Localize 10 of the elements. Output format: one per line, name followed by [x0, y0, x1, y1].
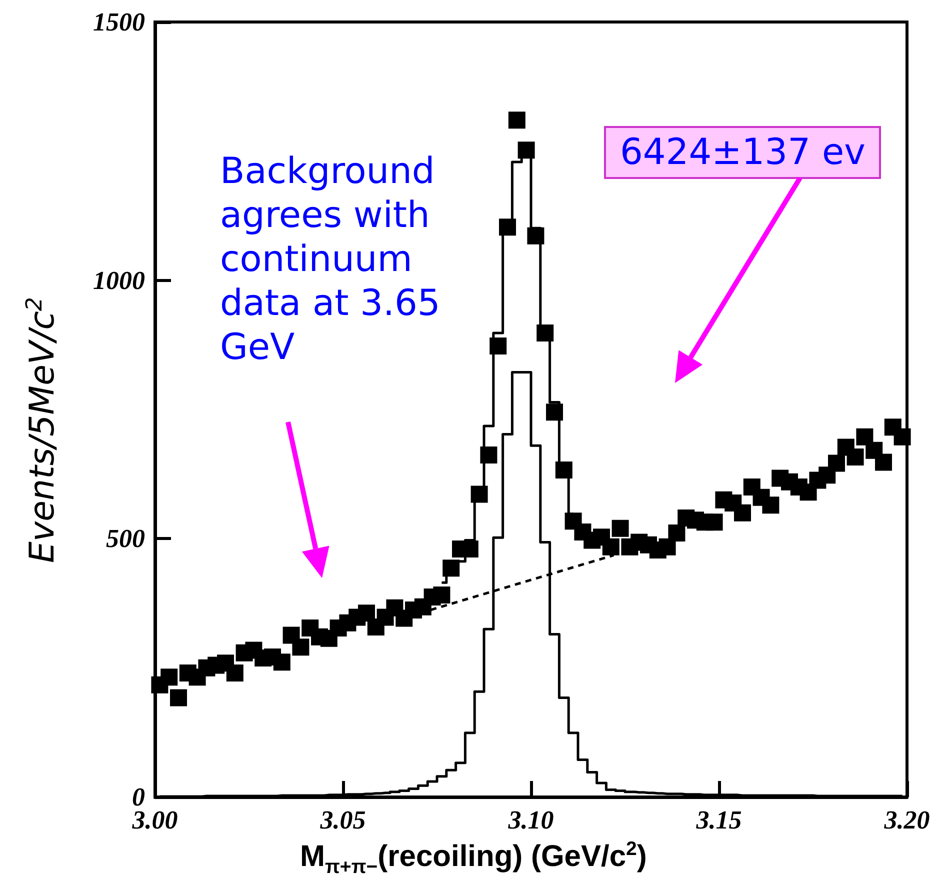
- x-tick-label: 3.15: [695, 806, 742, 834]
- y-tick-label: 500: [106, 524, 145, 554]
- y-tick-label: 1500: [93, 8, 145, 36]
- x-tick-label: 3.20: [883, 806, 930, 834]
- annotation: Background agrees with continuum data at 3.65 GeV: [220, 150, 442, 370]
- x-tick-label: 3.10: [507, 806, 554, 834]
- x-axis-title: M$_{π+π−}$(recoiling) (GeV/c$^{2}$): [300, 838, 647, 879]
- x-tick-label: 3.05: [319, 806, 366, 834]
- annotation: 6424±137 ev: [604, 126, 882, 179]
- y-tick-label: 1000: [93, 266, 145, 295]
